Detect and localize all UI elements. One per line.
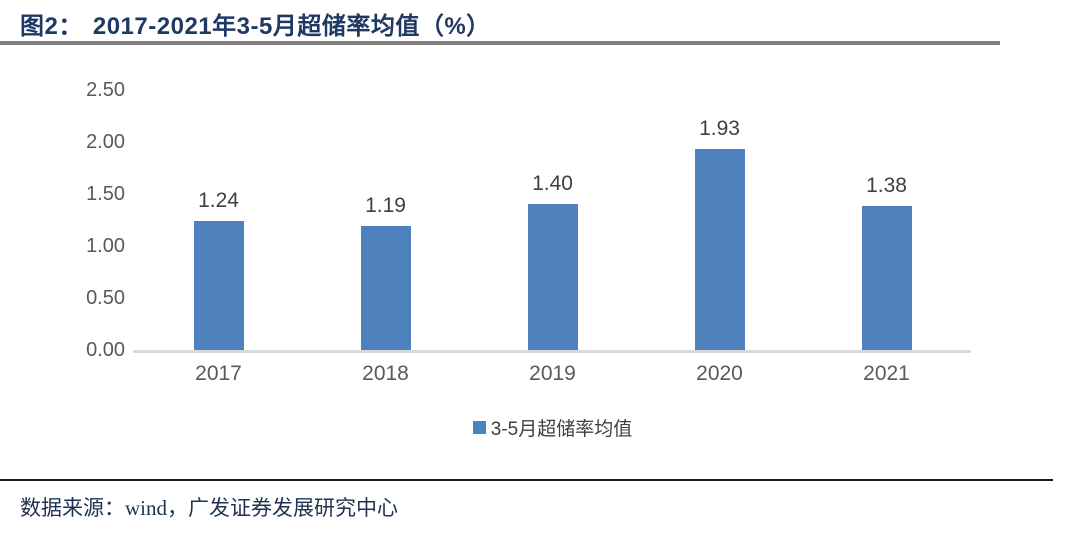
bar-value-label: 1.38 [866, 174, 907, 198]
bar [193, 221, 244, 350]
y-axis-tick-label: 2.00 [86, 131, 125, 153]
bar [527, 204, 578, 350]
y-axis-tick-label: 2.50 [86, 79, 125, 101]
bar-value-label: 1.40 [532, 172, 573, 196]
bar [694, 149, 745, 350]
bar-value-label: 1.93 [699, 117, 740, 141]
bar-value-label: 1.19 [365, 194, 406, 218]
footer-divider [0, 479, 1053, 481]
data-source-text: 数据来源：wind，广发证券发展研究中心 [20, 496, 398, 520]
x-axis-tick-label: 2018 [362, 362, 409, 385]
y-axis-tick-label: 1.50 [86, 183, 125, 205]
chart-legend: 3-5月超储率均值 [135, 414, 970, 441]
y-axis-tick-label: 0.00 [86, 339, 125, 361]
title-divider [0, 41, 1000, 45]
bar [861, 206, 912, 350]
figure-header: 图2： 2017-2021年3-5月超储率均值（%） [20, 6, 491, 41]
bar-chart: 0.00 0.50 1.00 1.50 2.00 2.50 1.24 2017 1.19 2018… [86, 79, 971, 385]
figure-number-label: 图2： [20, 13, 83, 40]
legend-label: 3-5月超储率均值 [490, 419, 633, 440]
legend-swatch-icon [472, 421, 486, 434]
y-axis-tick-label: 0.50 [86, 287, 125, 309]
bar-value-label: 1.24 [198, 189, 239, 213]
x-axis-tick-label: 2020 [696, 362, 743, 385]
figure-title: 2017-2021年3-5月超储率均值（%） [92, 13, 491, 40]
x-axis-tick-label: 2021 [863, 362, 910, 385]
y-axis-tick-label: 1.00 [86, 235, 125, 257]
x-axis-tick-label: 2019 [529, 362, 576, 385]
x-axis-line [133, 350, 971, 353]
bar [360, 226, 411, 350]
x-axis-tick-label: 2017 [195, 362, 242, 385]
